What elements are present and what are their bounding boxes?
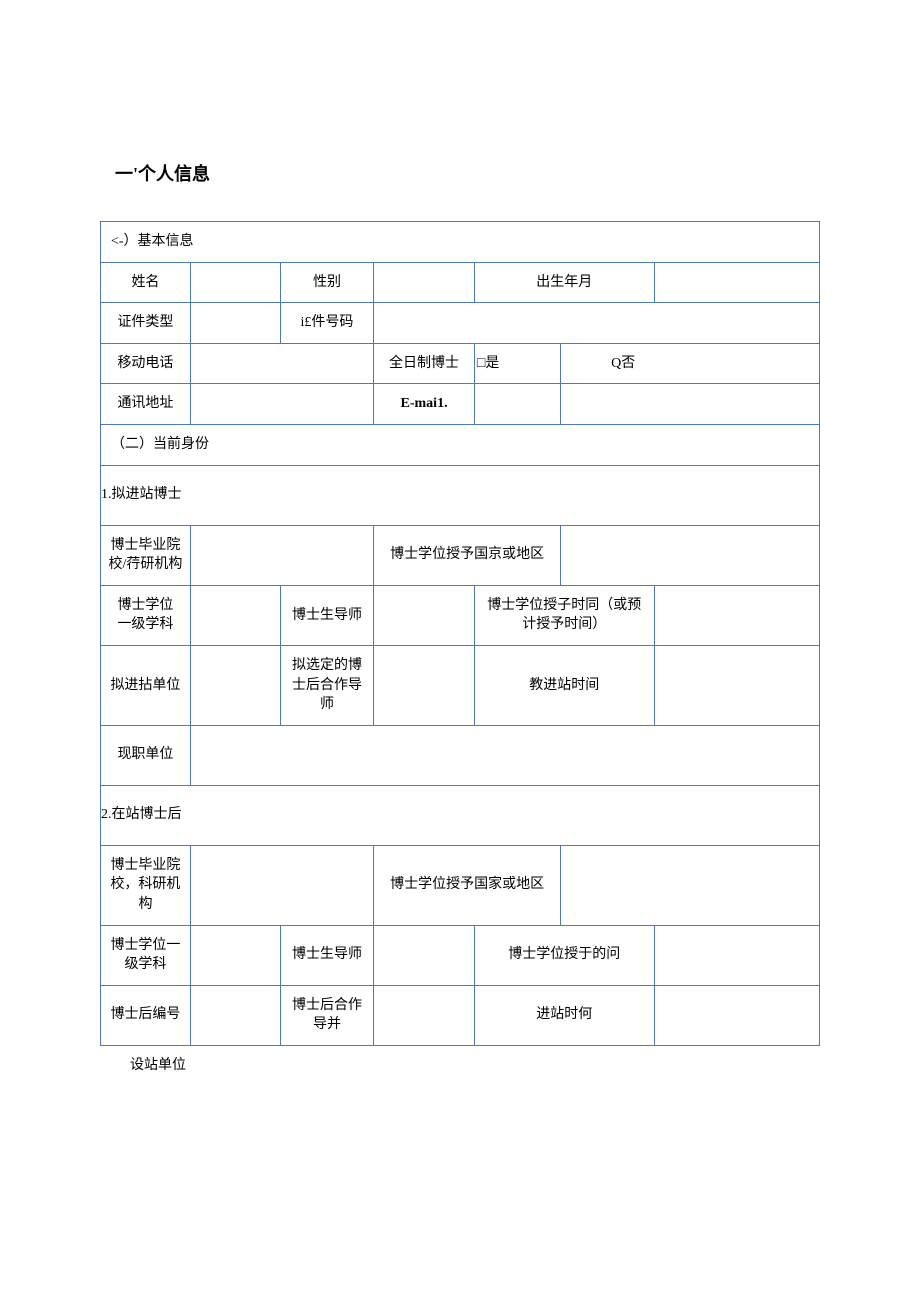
value-entry-time[interactable] (654, 985, 819, 1045)
form-table: <-）基本信息 姓名 性别 出生年月 证件类型 i£件号码 移动电话 全日制博士… (100, 221, 820, 1046)
value-phd-degree-time-2[interactable] (654, 925, 819, 985)
value-id-number[interactable] (374, 303, 820, 344)
label-postdoc-number: 博士后编号 (101, 985, 191, 1045)
label-phd-school-2: 博士毕业院校，科研机构 (101, 845, 191, 925)
value-mobile[interactable] (190, 343, 373, 384)
section-title: 一'个人信息 (100, 160, 820, 186)
label-proposed-unit: 拟进拈单位 (101, 645, 191, 725)
value-proposed-unit[interactable] (190, 645, 280, 725)
label-name: 姓名 (101, 262, 191, 303)
checkbox-yes[interactable]: □是 (474, 343, 560, 384)
value-postdoc-coop-advisor[interactable] (374, 985, 475, 1045)
label-phd-advisor-2: 博士生导师 (280, 925, 373, 985)
value-phd-country-2[interactable] (561, 845, 820, 925)
label-id-type: 证件类型 (101, 303, 191, 344)
label-phd-degree-time-2: 博士学位授于的问 (474, 925, 654, 985)
value-email-1[interactable] (474, 384, 560, 425)
label-gender: 性别 (280, 262, 373, 303)
value-phd-advisor-2[interactable] (374, 925, 475, 985)
value-phd-discipline[interactable] (190, 585, 280, 645)
value-proposed-coop-advisor[interactable] (374, 645, 475, 725)
label-phd-advisor: 博士生导师 (280, 585, 373, 645)
label-fulltime-phd: 全日制博士 (374, 343, 475, 384)
label-proposed-coop-advisor: 拟选定的博士后合作导师 (280, 645, 373, 725)
label-phd-discipline-2: 博士学位一级学科 (101, 925, 191, 985)
value-address[interactable] (190, 384, 373, 425)
value-birth[interactable] (654, 262, 819, 303)
label-id-number: i£件号码 (280, 303, 373, 344)
checkbox-no[interactable]: Q否 (561, 343, 820, 384)
value-name[interactable] (190, 262, 280, 303)
value-gender[interactable] (374, 262, 475, 303)
label-entry-time: 进站时何 (474, 985, 654, 1045)
value-postdoc-number[interactable] (190, 985, 280, 1045)
value-phd-degree-time[interactable] (654, 585, 819, 645)
label-birth: 出生年月 (474, 262, 654, 303)
label-current-employer: 现职单位 (101, 725, 191, 785)
label-mobile: 移动电话 (101, 343, 191, 384)
value-email-2[interactable] (561, 384, 820, 425)
value-phd-school-2[interactable] (190, 845, 373, 925)
label-phd-school-1: 博士毕业院校/荇研机构 (101, 525, 191, 585)
label-phd-country-2: 博士学位授予国家或地区 (374, 845, 561, 925)
label-postdoc-coop-advisor: 博士后合作导并 (280, 985, 373, 1045)
value-phd-school-1[interactable] (190, 525, 373, 585)
header-basic-info: <-）基本信息 (101, 222, 820, 263)
label-teach-station-time: 教进站时间 (474, 645, 654, 725)
label-phd-discipline: 博士学位 一级学科 (101, 585, 191, 645)
label-email: E-mai1. (374, 384, 475, 425)
subheader-2: 2.在站博士后 (101, 785, 820, 845)
value-id-type[interactable] (190, 303, 280, 344)
label-station-unit: 设站单位 (100, 1046, 820, 1074)
value-teach-station-time[interactable] (654, 645, 819, 725)
subheader-1: 1.拟进站博士 (101, 465, 820, 525)
label-address: 通讯地址 (101, 384, 191, 425)
header-current-identity: （二）当前身份 (101, 424, 820, 465)
value-phd-advisor[interactable] (374, 585, 475, 645)
value-phd-discipline-2[interactable] (190, 925, 280, 985)
label-phd-country-1: 博士学位授予国京或地区 (374, 525, 561, 585)
value-phd-country-1[interactable] (561, 525, 820, 585)
value-current-employer[interactable] (190, 725, 819, 785)
label-phd-degree-time: 博士学位授子时同（或预计授予时间） (474, 585, 654, 645)
